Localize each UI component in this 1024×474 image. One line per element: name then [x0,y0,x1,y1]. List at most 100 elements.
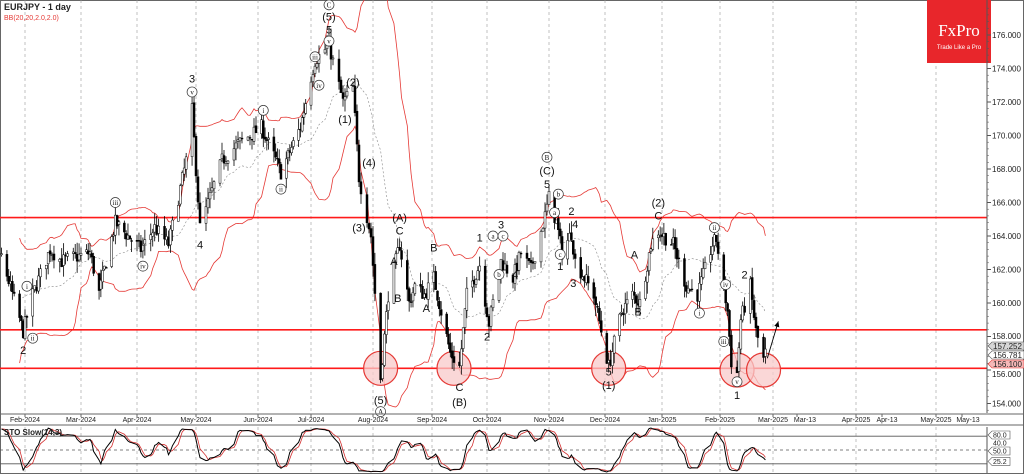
x-tick-label: May-13 [956,417,979,424]
candle-body [337,58,341,82]
candle-body [573,253,577,259]
candle-body [204,206,208,224]
wave-label-group: b [493,269,505,280]
candle-body [20,316,23,322]
candle-body [343,96,347,101]
candle-body [302,112,306,118]
candle-body [90,253,94,258]
x-tick-label: Jun-2024 [243,417,272,424]
candle-body [752,300,756,318]
wave-label-group: B [634,306,641,318]
wave-label-circle [186,86,198,98]
candle-body [623,303,627,315]
wave-label-group: iii [718,336,730,347]
candle-body [263,136,267,140]
candle-body [31,288,34,317]
x-tick-label: May-2024 [180,417,211,424]
candle-body [474,279,478,285]
wave-label: v [735,378,739,386]
candle-body [365,194,369,223]
wave-label: A [390,256,398,268]
wave-label-group: a [487,230,499,242]
wave-label-circle [313,79,325,91]
candle-body [179,185,182,205]
candle-body [572,240,575,255]
candle-body [309,81,313,106]
candle-body [248,137,252,139]
candle-body [445,313,448,335]
candle-body [505,264,509,274]
candle-body [290,147,293,154]
candle-body [611,351,614,366]
candle-body [541,228,545,232]
candle-body [392,262,396,304]
candle-body [447,333,450,345]
candle-body [73,252,77,254]
candle-body [262,120,265,139]
candle-body [123,222,126,233]
candle-body [722,254,726,282]
candle-body [579,257,582,279]
wave-label-circle [709,222,720,233]
candle-body [539,231,543,263]
wave-label-group: 4 [512,270,518,282]
candle-body [208,192,212,200]
candle-body [436,290,439,301]
candle-body [730,334,733,368]
wave-label: (C) [539,166,554,178]
candle-body [715,235,718,242]
candle-body [198,202,202,224]
stoch-tag-label: 25.2 [993,459,1007,466]
candle-body [331,57,335,60]
candle-body [12,291,16,294]
wave-label: (A) [392,213,407,225]
candle-body [489,306,493,327]
wave-label: B [545,154,550,162]
candle-body [246,136,250,141]
chart-title: EURJPY - 1 day [4,2,71,12]
wave-label-group: 2 [20,345,26,357]
candle-body [383,333,386,366]
candle-body [311,74,315,82]
y-tick-label: 158.000 [992,332,1021,341]
candle-body [88,251,92,255]
wave-label-circle [275,183,287,195]
candle-body [252,126,256,142]
candle-body [485,307,489,318]
candle-body [400,250,403,260]
wave-label-group: iii [109,197,121,208]
candle-body [737,347,741,372]
candle-body [625,299,629,305]
wave-label: 1 [734,390,740,402]
candle-body [190,103,194,157]
indicator-label: BB(20,20,2.0,2.0) [4,15,59,22]
candle-body [77,253,81,261]
wave-label: C [456,382,464,394]
wave-label: (4) [362,157,375,169]
candle-body [728,310,731,337]
candle-body [450,350,454,359]
candle-body [545,203,549,212]
stochastic-label: STO Slow(14,3) [4,428,62,437]
candle-body [234,142,238,150]
wave-label: C [327,1,332,9]
wave-label-circle [493,269,505,280]
wave-label: a [491,233,495,241]
wave-label-group: 5 [606,367,612,379]
wave-label: i [26,283,28,291]
candle-body [635,295,638,304]
candle-body [743,305,746,313]
candle-body [698,282,701,302]
wave-label-group: (5) [322,12,335,24]
x-tick-label: Apr-2024 [123,417,152,424]
candle-body [194,136,198,177]
candle-body [620,311,623,314]
candle-body [690,288,694,291]
candle-body [594,296,597,306]
lower-band [19,125,766,408]
candle-body [7,276,10,284]
candle-body [151,232,154,237]
candle-body [664,233,667,246]
candle-body [566,240,569,260]
